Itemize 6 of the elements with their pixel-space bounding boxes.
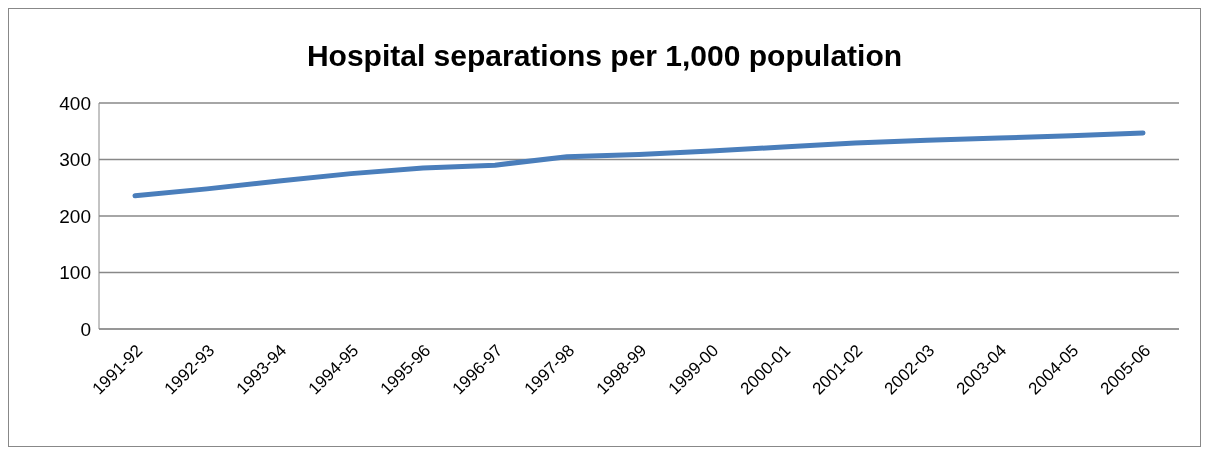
y-tick-label: 0 bbox=[80, 318, 91, 340]
chart-title: Hospital separations per 1,000 population bbox=[305, 39, 904, 74]
y-tick-label: 100 bbox=[59, 262, 91, 284]
y-tick-label: 300 bbox=[59, 149, 91, 171]
y-tick-label: 200 bbox=[59, 205, 91, 227]
y-tick-label: 400 bbox=[59, 92, 91, 114]
